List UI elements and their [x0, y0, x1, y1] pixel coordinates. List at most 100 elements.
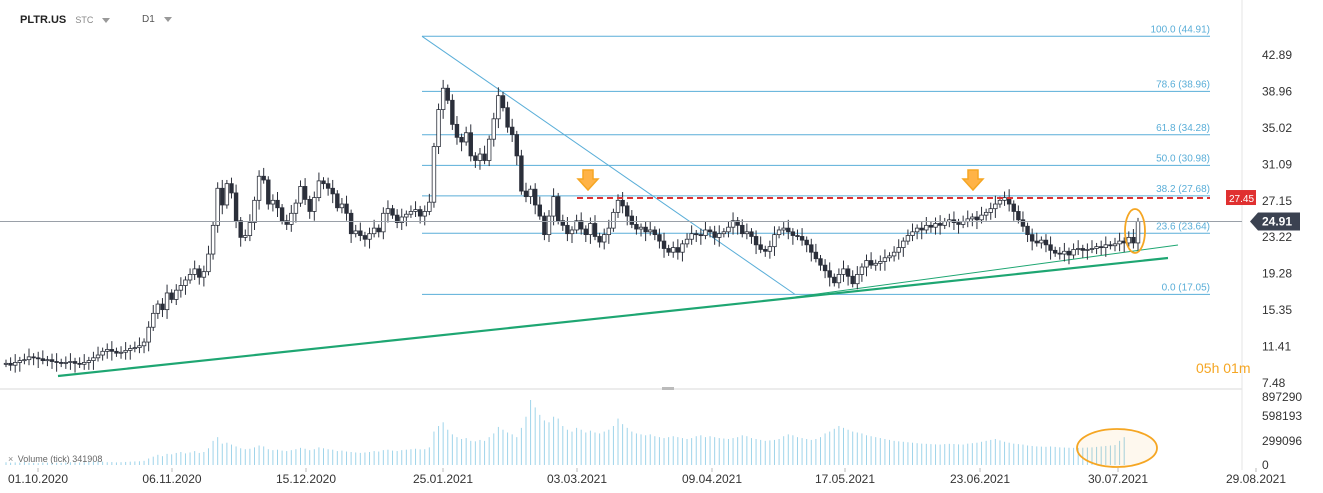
candle-body	[1052, 249, 1058, 254]
candle-body	[385, 208, 391, 214]
candle-body	[956, 222, 961, 225]
timer-hours: 05	[1196, 360, 1212, 376]
candle-body	[643, 226, 648, 233]
candle-body	[597, 236, 602, 243]
price-tick-label: 31.09	[1262, 157, 1292, 171]
candle-body	[625, 205, 630, 217]
current-price-value: 24.91	[1262, 215, 1292, 229]
fib-level-label: 78.6 (38.96)	[1156, 79, 1210, 90]
candle-body	[684, 238, 690, 245]
candle-body	[836, 274, 842, 284]
candle-body	[413, 209, 418, 212]
candle-body	[160, 303, 165, 311]
candle-body	[993, 203, 998, 210]
candle-body	[40, 358, 46, 361]
down-arrow-icon	[961, 169, 985, 192]
candle-body	[1025, 225, 1030, 236]
candle-body	[247, 222, 253, 236]
time-tick-label: 09.04.2021	[682, 472, 742, 486]
time-tick-label: 23.06.2021	[950, 472, 1010, 486]
candle-body	[252, 199, 257, 223]
arrow-shape	[961, 169, 985, 192]
time-tick-label: 29.08.2021	[1226, 472, 1286, 486]
candle-body	[243, 235, 248, 238]
candle-body	[137, 345, 142, 349]
candle-body	[486, 138, 492, 161]
candle-body	[790, 231, 796, 236]
candle-body	[868, 260, 874, 266]
candle-body	[59, 362, 64, 364]
candle-body	[896, 247, 901, 253]
candle-body	[555, 196, 561, 222]
candle-body	[275, 199, 280, 209]
candle-body	[1131, 236, 1136, 244]
candle-body	[394, 214, 400, 223]
badge-shape	[1250, 212, 1300, 231]
candle-body	[312, 197, 317, 212]
candle-body	[1034, 240, 1039, 244]
candle-body	[220, 187, 225, 206]
time-tick-label: 01.10.2020	[8, 472, 68, 486]
candle-body	[551, 196, 556, 217]
price-tick-label: 35.02	[1262, 121, 1292, 135]
candle-body	[1089, 248, 1095, 250]
candle-body	[316, 180, 322, 198]
fib-level-label: 100.0 (44.91)	[1151, 24, 1211, 35]
candle-body	[1103, 244, 1108, 248]
price-axis[interactable]: 42.89 38.96 35.02 31.09 27.15 23.22 19.28 15.35…	[1226, 48, 1300, 390]
candle-body	[353, 230, 358, 235]
candle-body	[266, 179, 271, 205]
candle-body	[376, 227, 381, 233]
candle-body	[905, 235, 911, 242]
candle-body	[141, 341, 147, 347]
candle-body	[289, 212, 294, 225]
close-icon[interactable]: ×	[8, 454, 14, 464]
candle-body	[500, 95, 506, 109]
volume-indicator-label[interactable]: × Volume (tick) 341908	[8, 454, 102, 464]
candle-body	[795, 235, 800, 237]
fib-diagonal	[421, 35, 796, 295]
candle-body	[983, 211, 989, 216]
candle-body	[178, 285, 184, 291]
candle-body	[298, 186, 303, 204]
candle-body	[744, 231, 750, 235]
candle-body	[1094, 246, 1099, 249]
candle-body	[183, 279, 188, 286]
candle-body	[569, 229, 575, 235]
candle-body	[390, 208, 395, 216]
candle-body	[841, 268, 846, 275]
candle-body	[509, 126, 515, 135]
candle-body	[77, 362, 82, 365]
candle-body	[1011, 203, 1016, 212]
grid	[0, 0, 1243, 470]
price-tick-label: 15.35	[1262, 303, 1292, 317]
candle-body	[1039, 239, 1044, 244]
candle-body	[579, 220, 584, 230]
candle-body	[445, 87, 450, 101]
candle-body	[680, 243, 685, 253]
candle-body	[344, 203, 349, 214]
candle-body	[781, 227, 786, 231]
candle-body	[1066, 250, 1072, 256]
price-tick-label: 27.15	[1262, 194, 1292, 208]
candle-body	[855, 274, 860, 285]
candle-body	[933, 223, 938, 228]
timer-minutes: 01	[1223, 360, 1239, 376]
candle-body	[358, 230, 363, 236]
candle-body	[671, 247, 676, 253]
candle-body	[128, 348, 133, 351]
timeframe-selector[interactable]: D1	[142, 14, 172, 25]
candle-body	[270, 199, 276, 205]
candle-body	[799, 236, 805, 241]
candlesticks	[3, 79, 1141, 373]
caret-down-icon	[102, 17, 111, 23]
candle-body	[974, 216, 980, 221]
candle-body	[22, 359, 27, 362]
candle-body	[546, 215, 552, 236]
symbol-selector[interactable]: PLTR.US STC	[20, 14, 111, 26]
candle-body	[1002, 197, 1007, 201]
time-axis[interactable]: 01.10.2020 06.11.2020 15.12.2020 25.01.2021…	[8, 468, 1286, 486]
candle-body	[588, 223, 593, 236]
candle-body	[1071, 249, 1076, 256]
